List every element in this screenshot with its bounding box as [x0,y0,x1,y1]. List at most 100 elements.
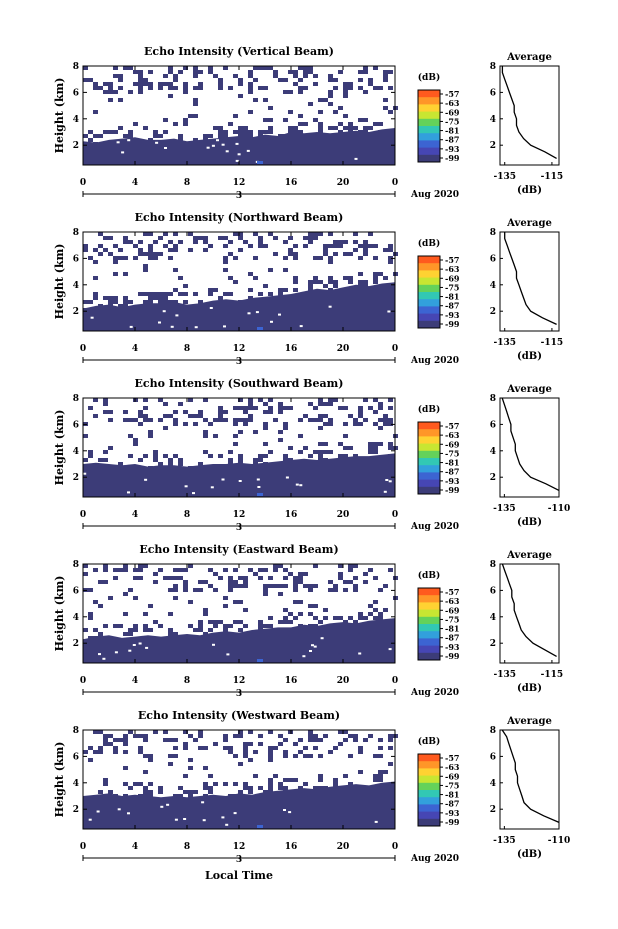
echo-cell [138,794,143,798]
echo-gap [145,646,149,649]
echo-cell [353,240,358,244]
echo-cell [243,130,248,134]
echo-cell [123,568,128,572]
profile-y-tick-label: 8 [490,62,496,72]
echo-cell [373,576,378,580]
colorbar-segment [418,133,440,141]
echo-cell [148,70,153,74]
profile-frame [499,729,560,830]
echo-cell [138,564,143,568]
date-label: Aug 2020 [410,522,459,532]
echo-cell [388,746,393,750]
echo-cell [283,268,288,272]
echo-gap [388,480,392,483]
echo-cell [213,434,218,438]
echo-cell [383,70,388,74]
colorbar-tick-label: -87 [445,135,459,145]
echo-cell [168,458,173,462]
echo-cell [178,576,183,580]
echo-cell [238,406,243,410]
echo-cell [113,256,118,260]
echo-cell [108,446,113,450]
echo-cell [248,288,253,292]
echo-cell [208,774,213,778]
panel-1: Echo Intensity (Vertical Beam) 2 4 6 8 Height… [53,45,563,201]
echo-cell [338,240,343,244]
echo-cell [143,786,148,790]
echo-cell [238,130,243,134]
echo-cell [363,252,368,256]
profile-title: Average [506,218,552,229]
echo-cell [173,78,178,82]
echo-cell [358,78,363,82]
echo-cell [328,402,333,406]
echo-cell [378,774,383,778]
echo-cell [173,74,178,78]
echo-cell [98,244,103,248]
echo-cell [113,750,118,754]
echo-cell [363,280,368,284]
echo-cell [308,754,313,758]
echo-cell [113,244,118,248]
echo-cell [353,588,358,592]
colorbar-tick-label: -81 [445,624,459,634]
echo-cell [303,754,308,758]
echo-cell [318,738,323,742]
echo-cell [198,730,203,734]
colorbar-segment [418,595,440,603]
colorbar-tick-label: -63 [445,596,460,606]
colorbar-segment [418,811,440,820]
echo-cell [223,130,228,134]
echo-cell [223,628,228,632]
y-tick-label: 4 [73,613,79,623]
echo-cell [158,462,163,466]
colorbar-frame [417,89,441,163]
echo-cell [238,300,243,304]
echo-cell [148,754,153,758]
echo-cell [308,454,313,458]
echo-cell [258,742,263,746]
echo-cell [298,90,303,94]
echo-cell [128,588,133,592]
echo-cell [233,794,238,798]
echo-cell [258,398,263,402]
echo-gap [237,153,241,156]
echo-cell [108,790,113,794]
echo-cell [313,746,318,750]
echo-cell [138,292,143,296]
echo-cell [388,446,393,450]
colorbar-segment [418,256,440,264]
echo-cell [238,126,243,130]
echo-cell [143,82,148,86]
echo-cell [348,252,353,256]
echo-cell [308,102,313,106]
colorbar-segment [418,90,440,98]
echo-cell [133,734,138,738]
echo-cell [173,754,178,758]
echo-cell [323,608,328,612]
echo-gap [201,801,205,804]
echo-cell [158,134,163,138]
echo-cell [83,244,88,248]
echo-gap [127,812,130,815]
echo-cell [193,86,198,90]
date-label: Aug 2020 [410,854,459,864]
echo-cell [128,434,133,438]
echo-cell [233,568,238,572]
echo-cell [138,782,143,786]
echo-cell [113,130,118,134]
echo-cell [83,66,88,70]
echo-gap [299,484,303,487]
echo-cell [113,794,118,798]
echo-cell [388,568,393,572]
echo-cell [153,620,158,624]
echo-cell [368,78,373,82]
echo-cell [123,410,128,414]
echo-cell [318,398,323,402]
echo-cell [343,126,348,130]
echo-cell [158,568,163,572]
echo-cell [163,454,168,458]
colorbar-tick-label: -87 [445,799,459,809]
echo-cell [93,296,98,300]
strong-echo-spot [257,327,263,330]
